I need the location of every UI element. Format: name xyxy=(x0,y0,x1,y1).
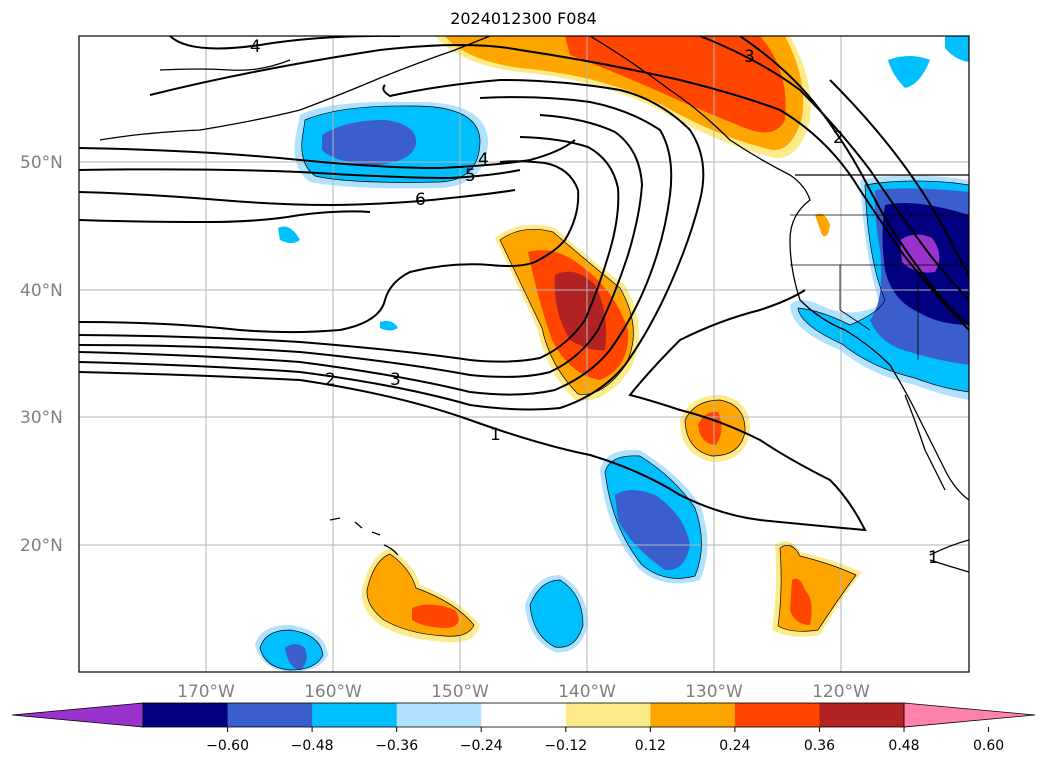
latitude-labels: 50°N 40°N 30°N 20°N xyxy=(20,153,63,556)
contour-loop-north xyxy=(149,44,969,331)
map-plot-area: 4 4 5 6 3 2 2 3 1 1 xyxy=(79,36,969,672)
lon-label: 140°W xyxy=(558,682,616,702)
longitude-labels: 170°W 160°W 150°W 140°W 130°W 120°W xyxy=(177,682,870,702)
lat-label: 30°N xyxy=(20,408,63,428)
state-borders xyxy=(790,214,969,360)
hawaii-islands xyxy=(329,517,399,556)
map-frame xyxy=(78,35,970,673)
contour-6-west xyxy=(79,189,516,207)
colorbar-segment xyxy=(819,703,905,727)
graticule xyxy=(79,36,969,672)
contour-4-north xyxy=(169,36,400,50)
positive-anomaly-baja-core xyxy=(790,578,812,625)
positive-anomaly-hawaii-core xyxy=(412,604,459,628)
contour-5-west xyxy=(79,168,521,180)
colorbar-tick-label: −0.60 xyxy=(206,738,249,754)
colorbar-outline xyxy=(142,702,905,728)
alaska-peninsula xyxy=(159,59,291,71)
lat-label: 20°N xyxy=(20,536,63,556)
negative-anomaly-equatorial-core xyxy=(285,644,307,670)
colorbar-tick-label: 0.12 xyxy=(635,738,666,754)
contour-label: 3 xyxy=(744,47,755,67)
lon-label: 170°W xyxy=(177,682,235,702)
contour-label: 2 xyxy=(833,128,844,148)
lat-label: 40°N xyxy=(20,281,63,301)
colorbar-tick-label: −0.24 xyxy=(460,738,503,754)
colorbar-tick-label: 0.36 xyxy=(804,738,835,754)
negative-anomaly-ne-corner xyxy=(945,36,969,62)
colorbar-segment xyxy=(481,703,567,727)
mexico-coast xyxy=(929,539,969,573)
colorbar-tick-label: −0.48 xyxy=(291,738,334,754)
lon-label: 120°W xyxy=(812,682,870,702)
height-contours xyxy=(79,36,969,532)
contour-3 xyxy=(79,96,673,396)
contour-3-ne xyxy=(699,36,969,301)
colorbar-segment xyxy=(143,703,229,727)
negative-anomaly-tropical-mid xyxy=(530,580,583,648)
negative-anomaly-subtropical-core xyxy=(615,490,690,571)
positive-anomaly-oregon-coast xyxy=(815,213,830,237)
negative-anomaly-small-west xyxy=(278,226,300,243)
contour-label: 4 xyxy=(250,37,261,57)
contour-1 xyxy=(79,289,867,532)
lon-label: 150°W xyxy=(431,682,489,702)
contour-label: 5 xyxy=(465,166,476,186)
lon-label: 130°W xyxy=(685,682,743,702)
contour-6 xyxy=(79,160,580,334)
contour-1-ne xyxy=(829,79,969,276)
colorbar: −0.60 −0.48 −0.36 −0.24 −0.12 0.12 0.24 0.36 0.4… xyxy=(11,702,1036,754)
colorbar-segment xyxy=(650,703,736,727)
negative-anomaly-aleutian-core xyxy=(322,120,417,165)
contour-2 xyxy=(79,78,705,411)
lat-label: 50°N xyxy=(20,153,63,173)
colorbar-segment xyxy=(396,703,482,727)
contour-label: 2 xyxy=(325,370,336,390)
colorbar-extend-low xyxy=(11,702,144,728)
colorbar-tick-label: 0.60 xyxy=(973,738,1004,754)
colorbar-tick-label: −0.36 xyxy=(375,738,418,754)
alaska-coast xyxy=(99,36,491,141)
contour-label: 6 xyxy=(415,190,426,210)
colorbar-tick-label: 0.24 xyxy=(719,738,750,754)
map-title: 2024012300 F084 xyxy=(450,9,597,28)
contour-label: 1 xyxy=(928,548,939,568)
colorbar-segment xyxy=(565,703,651,727)
bc-coast xyxy=(589,36,969,501)
colorbar-tick-label: −0.12 xyxy=(544,738,587,754)
colorbar-extend-high xyxy=(903,702,1036,728)
contour-label: 1 xyxy=(490,425,501,445)
contour-4-west xyxy=(79,139,576,170)
colorbar-segment xyxy=(312,703,398,727)
coastlines xyxy=(99,36,969,573)
negative-anomaly-small-mid xyxy=(380,320,398,331)
anomaly-outlines xyxy=(259,105,969,671)
contour-label: 3 xyxy=(390,370,401,390)
colorbar-tick-label: 0.48 xyxy=(888,738,919,754)
contour-label-layer: 4 4 5 6 3 2 2 3 1 1 xyxy=(250,37,939,568)
baja-coast xyxy=(904,394,946,491)
colorbar-segment xyxy=(734,703,820,727)
contour-5 xyxy=(79,136,620,363)
contour-2-ne xyxy=(739,36,969,326)
negative-anomaly-small-east xyxy=(888,56,930,88)
colorbar-segment xyxy=(227,703,313,727)
contour-west-low xyxy=(79,210,371,224)
contour-4 xyxy=(79,114,644,378)
lon-label: 160°W xyxy=(304,682,362,702)
positive-anomaly-central-pacific-core xyxy=(554,271,607,351)
positive-anomaly-bc-coast xyxy=(565,36,786,133)
contour-label: 4 xyxy=(478,150,489,170)
